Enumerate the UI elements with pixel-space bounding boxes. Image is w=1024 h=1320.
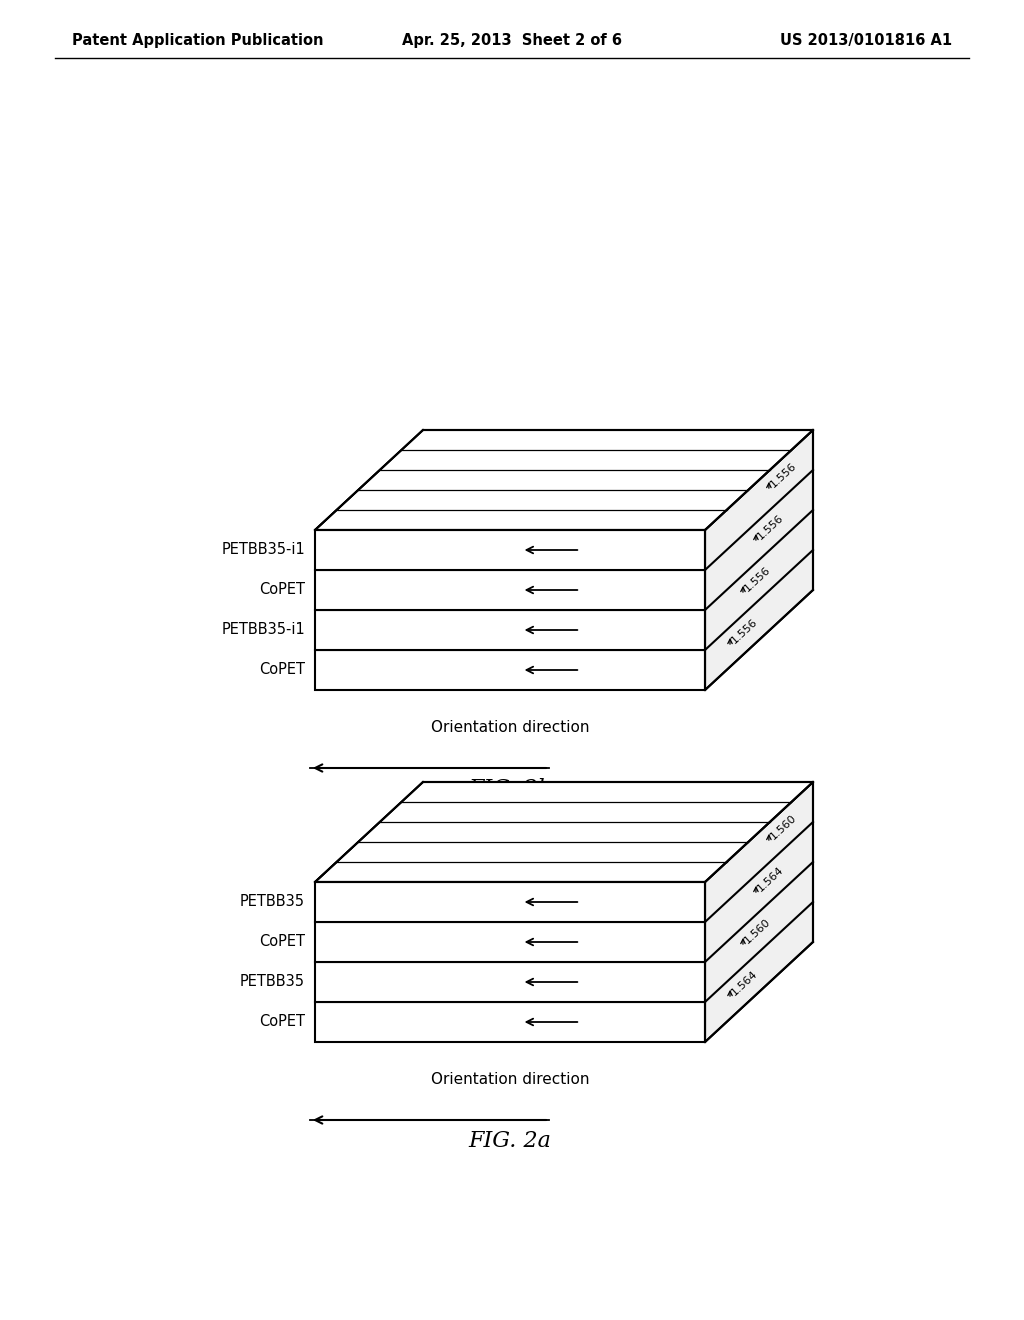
Text: Orientation direction: Orientation direction [431,1072,589,1086]
Text: 1.764: 1.764 [588,623,630,638]
Text: FIG. 2b: FIG. 2b [468,777,552,800]
Text: 1.560: 1.560 [742,916,772,945]
Text: 1.537 ↑: 1.537 ↑ [444,543,504,557]
Polygon shape [315,921,705,962]
Text: 1.556: 1.556 [768,461,798,488]
Text: CoPET: CoPET [259,1015,305,1030]
Text: PETBB35: PETBB35 [240,974,305,990]
Text: 1.564: 1.564 [588,935,630,949]
Polygon shape [315,962,705,1002]
Text: 1.556 ↑: 1.556 ↑ [444,582,504,598]
Polygon shape [315,882,705,921]
Text: 1.524 ↑: 1.524 ↑ [444,895,504,909]
Text: 1.556: 1.556 [588,663,630,677]
Text: 1.793: 1.793 [588,974,630,990]
Text: 1.564: 1.564 [588,1015,630,1030]
Text: 1.556: 1.556 [755,512,785,541]
Text: 1.537 ↑: 1.537 ↑ [444,623,504,638]
Text: Orientation direction: Orientation direction [431,719,589,735]
Text: 1.564 ↑: 1.564 ↑ [444,935,504,949]
Text: 1.556: 1.556 [588,582,630,598]
Text: 1.556: 1.556 [729,616,759,645]
Text: US 2013/0101816 A1: US 2013/0101816 A1 [780,33,952,48]
Text: PETBB35-i1: PETBB35-i1 [221,543,305,557]
Polygon shape [705,781,813,1041]
Polygon shape [315,531,705,570]
Text: CoPET: CoPET [259,582,305,598]
Text: 1.793: 1.793 [588,895,630,909]
Polygon shape [705,430,813,690]
Polygon shape [315,570,705,610]
Polygon shape [315,1002,705,1041]
Text: 1.556 ↑: 1.556 ↑ [444,663,504,677]
Polygon shape [315,430,813,531]
Text: CoPET: CoPET [259,935,305,949]
Polygon shape [315,610,705,649]
Text: Patent Application Publication: Patent Application Publication [72,33,324,48]
Text: 1.764: 1.764 [588,543,630,557]
Text: 1.524 ↑: 1.524 ↑ [444,974,504,990]
Text: PETBB35-i1: PETBB35-i1 [221,623,305,638]
Text: FIG. 2a: FIG. 2a [469,1130,552,1152]
Text: CoPET: CoPET [259,663,305,677]
Polygon shape [315,649,705,690]
Text: 1.564: 1.564 [755,865,785,894]
Text: 1.564 ↑: 1.564 ↑ [444,1015,504,1030]
Text: PETBB35: PETBB35 [240,895,305,909]
Text: 1.564: 1.564 [729,968,760,997]
Polygon shape [315,781,813,882]
Text: Apr. 25, 2013  Sheet 2 of 6: Apr. 25, 2013 Sheet 2 of 6 [402,33,622,48]
Text: 1.560: 1.560 [768,812,798,841]
Text: 1.556: 1.556 [742,564,772,593]
